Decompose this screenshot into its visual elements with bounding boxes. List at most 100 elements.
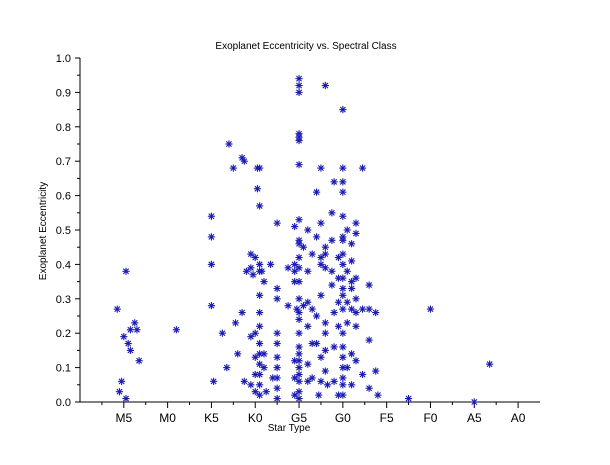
data-point bbox=[339, 343, 347, 351]
data-point bbox=[304, 226, 312, 234]
data-point bbox=[343, 364, 351, 372]
data-point bbox=[234, 350, 242, 358]
data-point bbox=[131, 319, 139, 327]
y-tick-label: 0.6 bbox=[56, 191, 71, 203]
data-point bbox=[317, 353, 325, 361]
data-point bbox=[238, 308, 246, 317]
data-point bbox=[343, 298, 351, 306]
data-point bbox=[312, 312, 321, 320]
data-point bbox=[312, 339, 321, 348]
data-point bbox=[330, 343, 338, 351]
y-tick-label: 0.2 bbox=[56, 328, 71, 340]
x-tick-label: A5 bbox=[467, 411, 482, 425]
data-point bbox=[304, 377, 312, 385]
data-point bbox=[229, 164, 237, 172]
data-point bbox=[348, 240, 356, 248]
data-point bbox=[124, 339, 132, 348]
x-axis-label: Star Type bbox=[268, 423, 311, 434]
data-point bbox=[352, 295, 360, 303]
data-point bbox=[299, 243, 308, 251]
data-point bbox=[404, 394, 413, 403]
data-point bbox=[115, 388, 124, 396]
data-point bbox=[251, 388, 259, 396]
data-point bbox=[348, 350, 356, 358]
data-point bbox=[247, 250, 255, 258]
data-point bbox=[256, 164, 264, 172]
data-point bbox=[339, 106, 347, 114]
data-point bbox=[273, 384, 281, 392]
data-point bbox=[295, 343, 303, 351]
data-point bbox=[240, 377, 248, 385]
data-point bbox=[334, 253, 343, 262]
data-point bbox=[348, 284, 356, 293]
data-point bbox=[295, 388, 303, 396]
data-point bbox=[328, 236, 336, 244]
data-point bbox=[317, 291, 325, 299]
data-point bbox=[321, 264, 329, 272]
data-point bbox=[352, 357, 360, 365]
data-point bbox=[339, 250, 347, 258]
data-point bbox=[273, 284, 281, 293]
x-tick-label: K0 bbox=[248, 411, 263, 425]
data-point bbox=[295, 88, 303, 96]
data-point bbox=[352, 322, 360, 330]
data-point bbox=[118, 377, 126, 385]
data-point bbox=[321, 250, 329, 258]
y-tick-label: 0.8 bbox=[56, 122, 71, 134]
data-point bbox=[256, 322, 264, 330]
data-point bbox=[304, 322, 312, 330]
data-point bbox=[308, 250, 316, 258]
data-point bbox=[135, 357, 143, 365]
y-tick-label: 0.0 bbox=[56, 397, 71, 409]
data-point bbox=[273, 374, 281, 382]
data-point bbox=[295, 295, 303, 303]
data-point bbox=[308, 374, 316, 382]
data-point bbox=[291, 222, 299, 231]
data-point bbox=[253, 185, 262, 193]
data-point bbox=[321, 81, 329, 90]
data-point bbox=[470, 398, 478, 406]
data-point bbox=[304, 360, 312, 368]
y-tick-label: 0.4 bbox=[56, 259, 71, 271]
data-point bbox=[330, 377, 338, 385]
data-point bbox=[348, 257, 356, 265]
data-point bbox=[308, 339, 316, 348]
data-point bbox=[295, 81, 303, 90]
data-point bbox=[317, 260, 325, 268]
data-point bbox=[317, 377, 325, 385]
data-point bbox=[372, 308, 380, 317]
data-point bbox=[321, 329, 329, 337]
data-point bbox=[372, 367, 380, 375]
y-tick-label: 0.3 bbox=[56, 294, 71, 306]
data-point bbox=[284, 264, 292, 272]
data-point bbox=[122, 394, 130, 403]
y-tick-label: 0.9 bbox=[56, 87, 71, 99]
data-point bbox=[256, 391, 264, 399]
data-point bbox=[126, 346, 134, 354]
x-tick-label: F0 bbox=[423, 411, 437, 425]
data-point bbox=[343, 319, 351, 327]
data-point bbox=[348, 278, 356, 286]
data-point bbox=[312, 188, 321, 196]
data-point bbox=[352, 219, 360, 227]
data-point bbox=[295, 329, 303, 337]
data-point bbox=[291, 357, 299, 365]
data-point bbox=[260, 278, 268, 286]
data-point bbox=[256, 339, 264, 348]
data-point bbox=[295, 364, 303, 372]
data-point bbox=[295, 278, 303, 286]
data-point bbox=[251, 253, 259, 262]
data-point bbox=[225, 140, 233, 148]
data-point bbox=[365, 384, 373, 392]
data-point bbox=[247, 381, 255, 389]
data-point bbox=[312, 233, 321, 241]
data-point bbox=[256, 381, 264, 389]
data-point bbox=[295, 161, 303, 169]
data-point bbox=[352, 274, 360, 282]
x-tick-label: A0 bbox=[511, 411, 526, 425]
data-point bbox=[231, 319, 240, 327]
data-point bbox=[339, 188, 347, 196]
data-point bbox=[218, 329, 226, 337]
